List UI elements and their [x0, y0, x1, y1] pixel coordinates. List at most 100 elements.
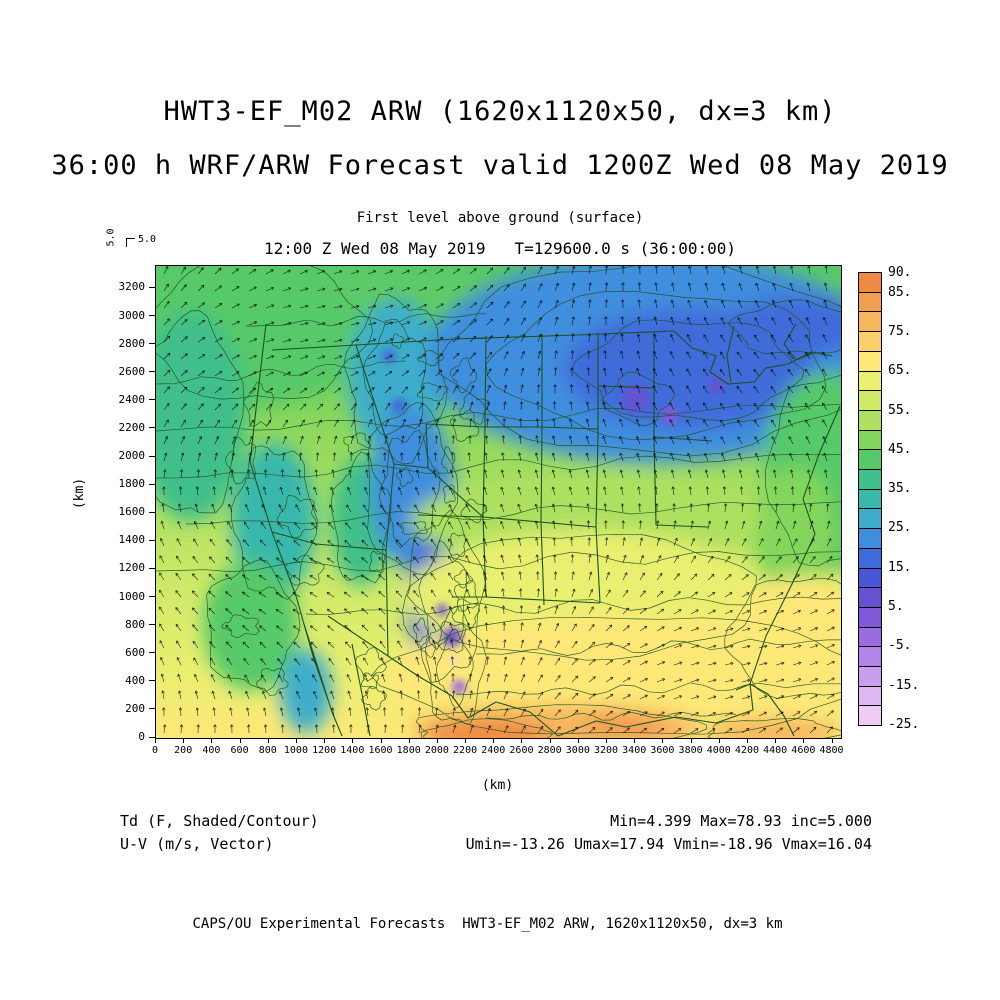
x-tick-mark — [267, 738, 269, 743]
y-tick-mark — [149, 343, 155, 345]
x-tick-mark — [775, 738, 777, 743]
x-tick-mark — [577, 738, 579, 743]
credit-line: CAPS/OU Experimental Forecasts HWT3-EF_M… — [192, 916, 783, 932]
x-tick-mark — [324, 738, 326, 743]
td-field-blobs — [156, 266, 841, 738]
x-tick-label: 4200 — [734, 745, 760, 756]
colorbar-tick-label: 85. — [888, 284, 912, 300]
colorbar-cell — [859, 509, 881, 530]
colorbar-tick-label: -5. — [888, 638, 912, 654]
x-tick-mark — [521, 738, 523, 743]
colorbar-tick-label: -15. — [888, 677, 920, 693]
x-tick-label: 200 — [174, 745, 193, 756]
colorbar-cell — [859, 667, 881, 687]
x-axis-unit-label: (km) — [481, 778, 514, 793]
y-tick-label: 200 — [125, 701, 145, 715]
x-tick-label: 3000 — [565, 745, 590, 756]
colorbar-cell — [859, 391, 881, 411]
y-tick-mark — [149, 567, 155, 569]
y-tick-label: 1800 — [118, 477, 146, 491]
colorbar-cell — [859, 568, 881, 589]
colorbar-cell — [859, 371, 881, 392]
colorbar-cell — [859, 430, 881, 451]
y-tick-label: 400 — [125, 673, 145, 687]
x-tick-mark — [436, 738, 438, 743]
x-tick-label: 4400 — [763, 745, 788, 756]
y-tick-mark — [149, 736, 155, 738]
colorbar-tick-label: 55. — [888, 402, 912, 418]
vector-field-stats: Umin=-13.26 Umax=17.94 Vmin=-18.96 Vmax=… — [465, 835, 872, 853]
colorbar-labels: 90. 85. 75. 65. 55. 45. 35. 25. 15. 5. -5. -15. -25. — [888, 265, 948, 732]
x-tick-label: 2800 — [537, 745, 562, 756]
colorbar-cell — [859, 489, 881, 510]
x-tick-mark — [831, 738, 833, 743]
x-tick-label: 400 — [202, 745, 221, 756]
x-tick-label: 1400 — [340, 745, 365, 756]
y-tick-mark — [149, 596, 155, 598]
x-axis: 0 200 400 600 800 1000 1200 1400 1600 1800 2000 220… — [152, 738, 844, 762]
x-tick-mark — [549, 738, 551, 743]
y-tick-mark — [149, 539, 155, 541]
y-axis-unit-label: (km) — [72, 477, 88, 510]
y-tick-label: 1600 — [118, 505, 146, 519]
y-tick-label: 1400 — [118, 533, 146, 547]
y-tick-mark — [149, 315, 155, 317]
y-tick-label: 0 — [138, 730, 145, 743]
colorbar-tick-label: 35. — [888, 481, 912, 497]
x-tick-mark — [718, 738, 720, 743]
title-line-2: 36:00 h WRF/ARW Forecast valid 1200Z Wed… — [51, 150, 949, 181]
y-tick-mark — [149, 427, 155, 429]
colorbar-cell — [859, 627, 881, 648]
y-tick-label: 2800 — [118, 336, 146, 350]
y-tick-mark — [149, 399, 155, 401]
x-tick-mark — [239, 738, 241, 743]
valid-time-label: 12:00 Z Wed 08 May 2019 T=129600.0 s (36… — [263, 239, 736, 258]
x-tick-mark — [690, 738, 692, 743]
x-tick-label: 600 — [230, 745, 249, 756]
y-tick-label: 2200 — [118, 420, 146, 434]
x-tick-label: 3800 — [678, 745, 703, 756]
y-tick-mark — [149, 483, 155, 485]
colorbar-cell — [859, 647, 881, 668]
vector-field-legend: U-V (m/s, Vector) — [120, 835, 274, 853]
colorbar-cell — [859, 529, 881, 549]
x-tick-label: 2000 — [424, 745, 449, 756]
x-tick-label: 3400 — [622, 745, 647, 756]
colorbar — [858, 272, 882, 726]
x-tick-mark — [493, 738, 495, 743]
x-tick-label: 1000 — [283, 745, 308, 756]
level-label: First level above ground (surface) — [356, 210, 644, 226]
colorbar-cell — [859, 312, 881, 333]
td-contour-lines — [156, 266, 841, 738]
td-field-detail-blobs — [382, 349, 724, 694]
x-tick-label: 2400 — [481, 745, 506, 756]
y-tick-mark — [149, 371, 155, 373]
y-tick-label: 2600 — [118, 364, 146, 378]
x-tick-label: 4000 — [706, 745, 731, 756]
colorbar-cell — [859, 351, 881, 372]
colorbar-tick-label: 25. — [888, 520, 912, 536]
wind-vectors — [158, 266, 835, 734]
vector-reference-legend: 5.0 5.0 — [104, 222, 174, 266]
y-tick-label: 600 — [125, 645, 145, 659]
y-tick-mark — [149, 708, 155, 710]
x-tick-label: 2200 — [453, 745, 478, 756]
y-tick-label: 2000 — [118, 449, 146, 463]
vector-ref-v-label: 5.0 — [105, 228, 117, 247]
x-tick-mark — [295, 738, 297, 743]
x-tick-mark — [155, 738, 156, 743]
y-tick-label: 2400 — [118, 392, 146, 406]
title-line-1: HWT3-EF_M02 ARW (1620x1120x50, dx=3 km) — [163, 96, 837, 127]
x-tick-label: 800 — [258, 745, 277, 756]
x-tick-mark — [662, 738, 664, 743]
x-tick-mark — [465, 738, 467, 743]
x-tick-label: 0 — [151, 745, 159, 756]
colorbar-cell — [859, 410, 881, 431]
vector-ref-corner-mark — [126, 238, 135, 247]
shaded-field-stats: Min=4.399 Max=78.93 inc=5.000 — [610, 812, 872, 830]
colorbar-tick-label: 65. — [888, 363, 912, 379]
y-tick-label: 3000 — [118, 308, 146, 322]
colorbar-cell — [859, 607, 881, 628]
x-tick-label: 3600 — [650, 745, 675, 756]
colorbar-tick-label: 90. — [888, 265, 912, 280]
